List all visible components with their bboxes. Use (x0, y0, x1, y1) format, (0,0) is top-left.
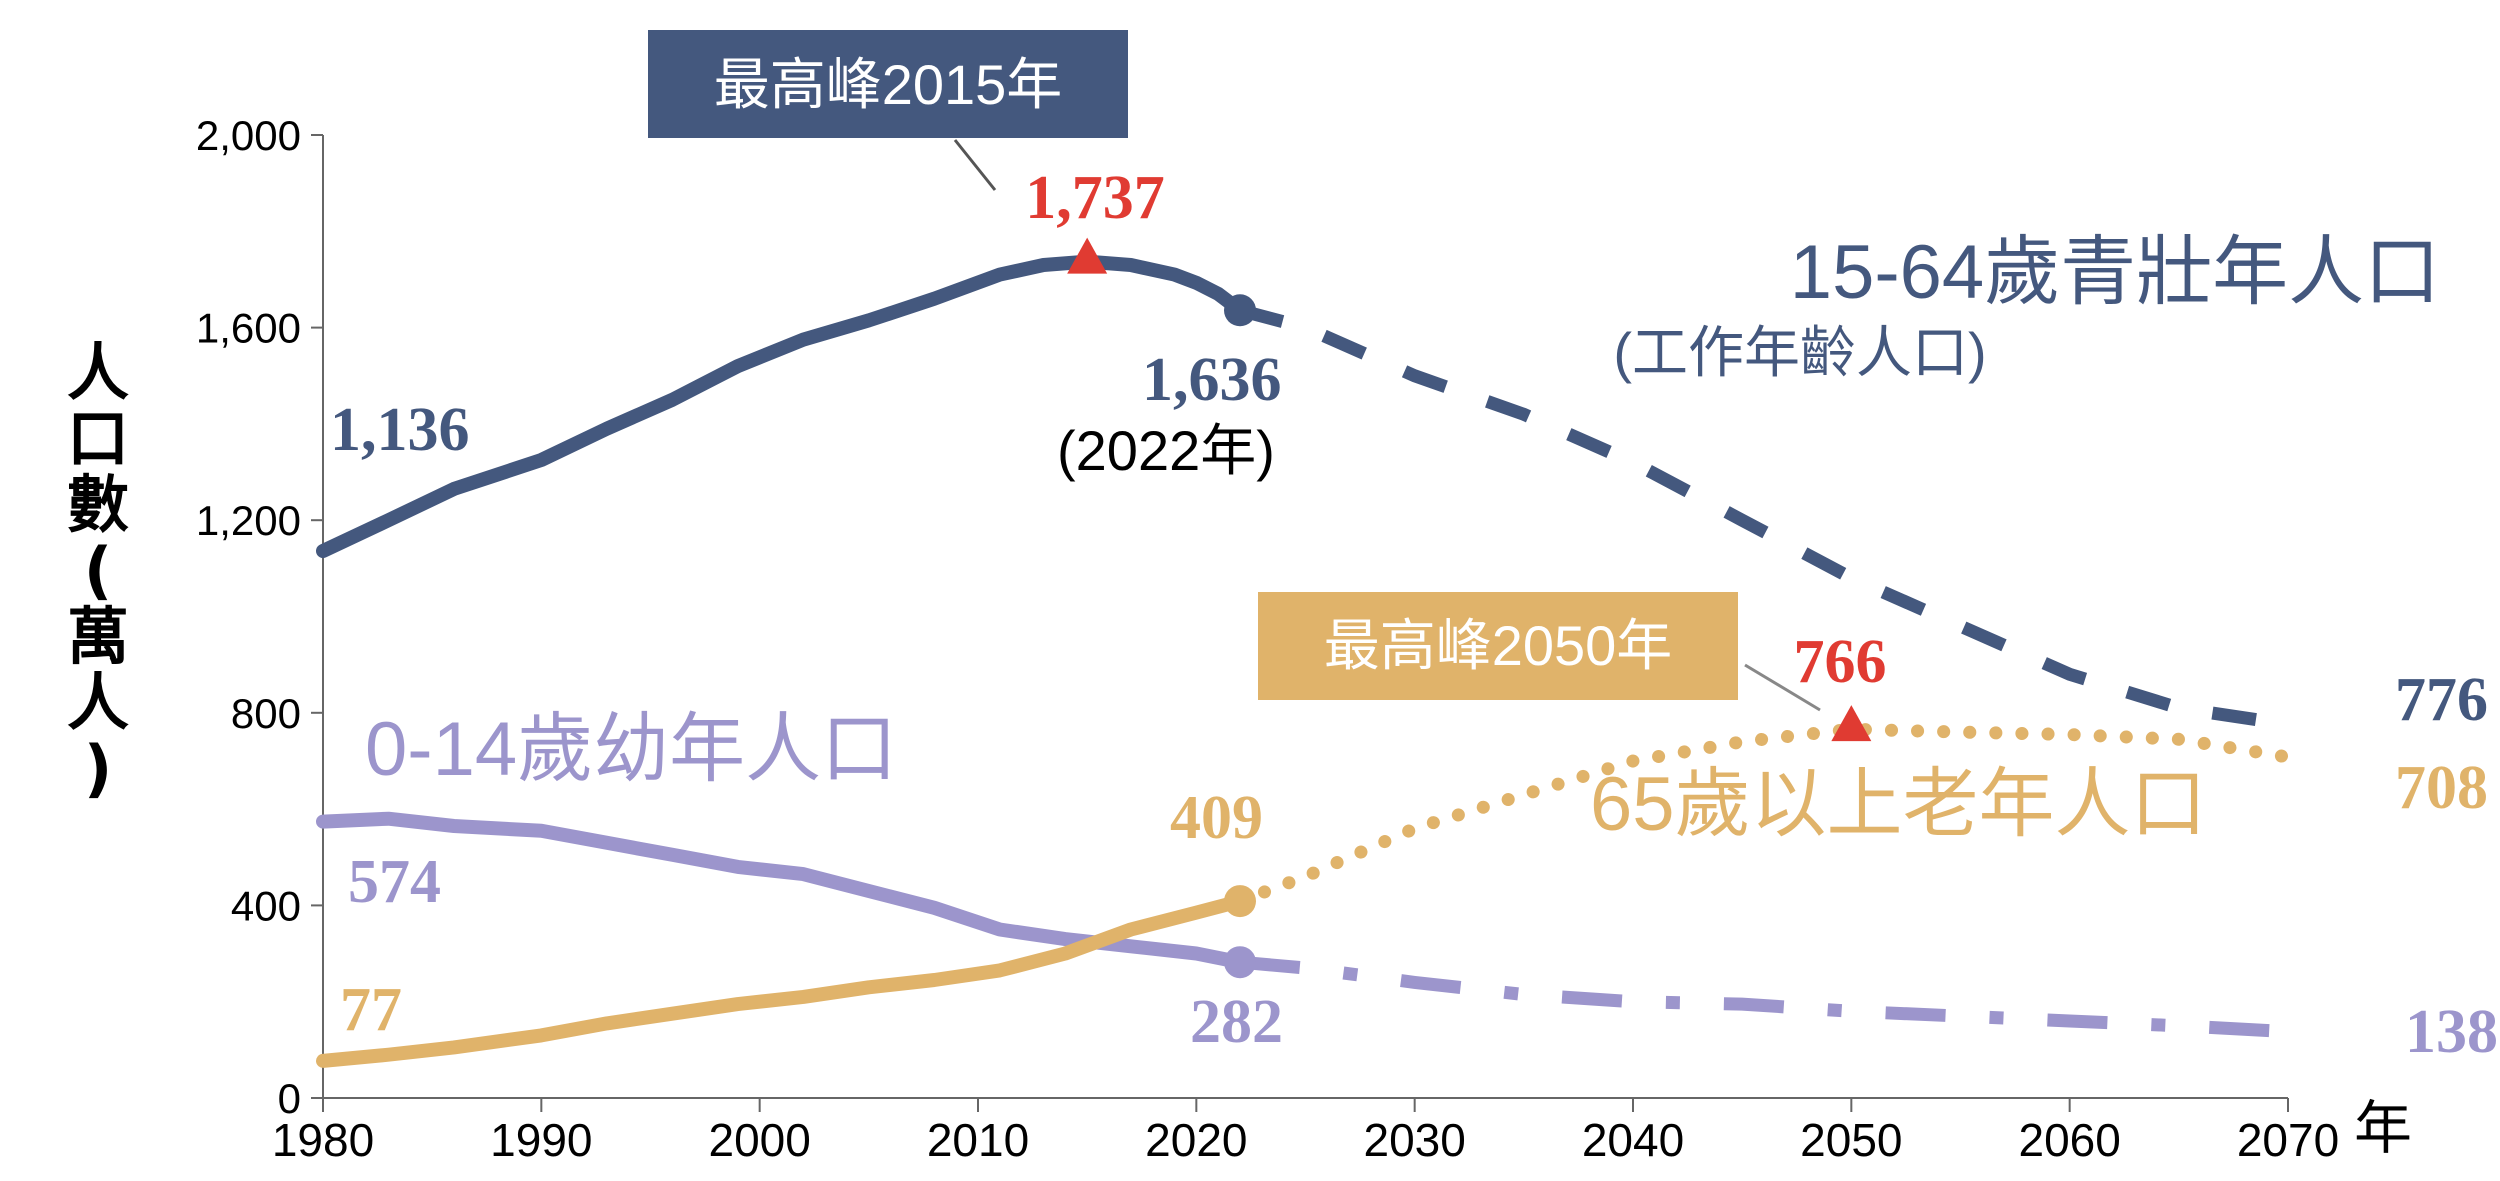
x-tick-label: 2010 (927, 1114, 1029, 1166)
x-tick-label: 2070 (2237, 1114, 2339, 1166)
series-layer (316, 237, 2295, 1068)
label-work-start: 1,136 (330, 396, 470, 464)
axes: 0 400 800 1,200 1,600 2,000 1980 1990 2000 2010 20… (196, 112, 2412, 1166)
label-year-2022: (2022年) (1057, 419, 1275, 482)
y-axis-title-char: ( (83, 534, 113, 607)
peak-annotation-2050: 最高峰2050年 766 (1258, 592, 1887, 712)
x-tick-label: 2000 (708, 1114, 810, 1166)
series-point-0-2022 (1224, 294, 1256, 327)
series-line-2-actual (316, 894, 1247, 1068)
peak-annotation-2015: 最高峰2015年 1,737 (648, 30, 1165, 232)
peak-marker-1 (1831, 705, 1872, 742)
y-axis-title-char: ) (83, 732, 113, 805)
series-point-1-2022 (1224, 946, 1256, 979)
y-axis-title-char: 人 (66, 666, 129, 739)
label-layer: 15-64歲青壯年人口 (工作年齡人口) 0-14歲幼年人口 65歲以上老年人口… (330, 30, 2498, 1066)
series-line-0-actual (316, 254, 1247, 558)
peak-leader-2050 (1744, 663, 1821, 712)
peak-box-2015 (648, 30, 1128, 138)
peak-marker-0 (1067, 237, 1108, 274)
label-old-start: 77 (340, 976, 402, 1044)
x-tick-label: 2030 (1363, 1114, 1465, 1166)
peak-box-2050-text: 最高峰2050年 (1324, 614, 1673, 677)
peak-box-2015-text: 最高峰2015年 (714, 53, 1063, 116)
series-line-0-projection (1238, 304, 2289, 731)
label-work-end: 776 (2395, 666, 2488, 734)
y-axis-title: 人 口 數 ( 萬 人 ) (58, 340, 138, 802)
x-tick-label: 2050 (1800, 1114, 1902, 1166)
y-axis-title-char: 人 (66, 336, 129, 409)
peak-box-2050 (1258, 592, 1738, 700)
series-name-child: 0-14歲幼年人口 (365, 707, 897, 792)
x-tick-label: 2040 (1582, 1114, 1684, 1166)
x-tick-label: 1990 (490, 1114, 592, 1166)
series-line-2-projection (1233, 722, 2295, 908)
y-axis-title-char: 口 (66, 402, 129, 475)
x-tick-label: 1980 (272, 1114, 374, 1166)
x-tick-label: 2020 (1145, 1114, 1247, 1166)
y-axis-title-char: 萬 (66, 600, 129, 673)
peak-value-2015: 1,737 (1025, 164, 1165, 232)
series-subtitle-work: (工作年齡人口) (1613, 321, 1986, 384)
y-tick-label: 400 (231, 882, 301, 929)
y-axis-title-char: 數 (66, 468, 129, 541)
label-work-2022: 1,636 (1142, 346, 1282, 414)
series-name-old: 65歲以上老年人口 (1590, 762, 2207, 847)
y-tick-label: 800 (231, 690, 301, 737)
y-tick-label: 1,200 (196, 497, 301, 544)
label-child-2022: 282 (1190, 988, 1283, 1056)
label-old-2022: 409 (1170, 784, 1263, 852)
x-axis-unit: 年 (2354, 1096, 2412, 1161)
y-tick-label: 0 (278, 1075, 301, 1122)
label-old-end: 708 (2395, 754, 2488, 822)
series-line-1-projection (1239, 955, 2289, 1039)
series-name-work: 15-64歲青壯年人口 (1790, 230, 2440, 315)
x-tick-label: 2060 (2018, 1114, 2120, 1166)
label-child-start: 574 (348, 848, 441, 916)
y-tick-label: 2,000 (196, 112, 301, 159)
series-point-2-2022 (1224, 885, 1256, 918)
label-child-end: 138 (2405, 998, 2498, 1066)
peak-leader-2015 (953, 139, 997, 191)
peak-value-2050: 766 (1794, 628, 1887, 696)
y-tick-label: 1,600 (196, 305, 301, 352)
